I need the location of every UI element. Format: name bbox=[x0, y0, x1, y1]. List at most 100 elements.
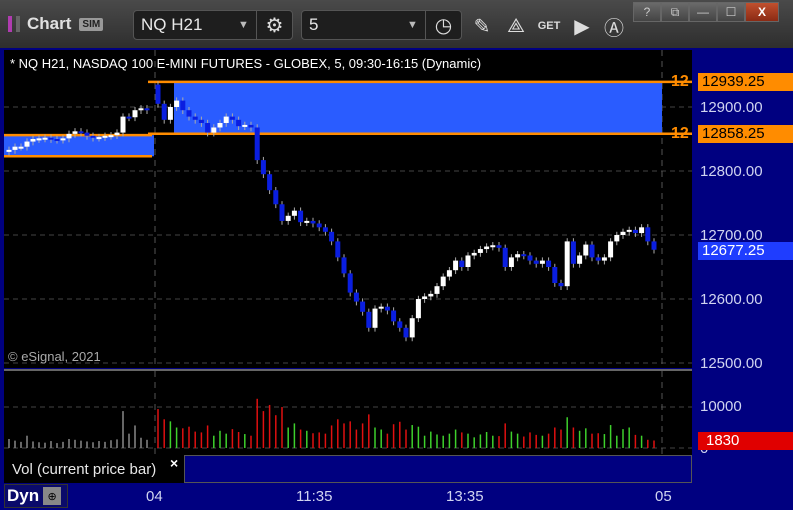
time-tick: 05 bbox=[655, 488, 672, 505]
prior-zone bbox=[4, 135, 154, 157]
candle bbox=[223, 116, 229, 123]
level-price-label: 12939.25 bbox=[698, 73, 793, 91]
interval-input[interactable]: 5 bbox=[309, 15, 319, 34]
candle bbox=[347, 273, 353, 293]
candle bbox=[285, 215, 291, 221]
maximize-button[interactable]: ☐ bbox=[717, 2, 745, 22]
candle bbox=[484, 246, 490, 250]
candle bbox=[279, 204, 285, 221]
candle bbox=[174, 100, 180, 107]
candle bbox=[440, 276, 446, 287]
chevron-down-icon[interactable]: ▼ bbox=[238, 19, 249, 31]
candle bbox=[229, 116, 235, 120]
candle bbox=[248, 124, 254, 128]
candle bbox=[422, 296, 428, 299]
candle bbox=[490, 245, 496, 248]
candle bbox=[384, 306, 390, 311]
candle bbox=[96, 137, 102, 140]
play-icon[interactable]: ▶ bbox=[574, 15, 590, 38]
candle bbox=[242, 124, 248, 127]
candle bbox=[42, 137, 48, 140]
candle bbox=[144, 108, 150, 111]
candle bbox=[84, 132, 90, 136]
minimize-button[interactable]: — bbox=[689, 2, 717, 22]
candle bbox=[533, 260, 539, 264]
candle bbox=[570, 241, 576, 264]
pencil-icon[interactable]: ✎ bbox=[473, 15, 491, 38]
candle bbox=[335, 241, 341, 258]
candle bbox=[329, 231, 335, 242]
candle bbox=[651, 241, 657, 250]
time-tick: 04 bbox=[146, 488, 163, 505]
symbol-combo[interactable]: NQ H21 ▼ ⚙ bbox=[133, 10, 293, 40]
clock-icon[interactable]: ◷ bbox=[425, 11, 461, 39]
candle bbox=[552, 267, 558, 283]
candle bbox=[539, 260, 545, 264]
dyn-label: Dyn bbox=[7, 486, 40, 505]
interval-combo[interactable]: 5 ▼ ◷ bbox=[301, 10, 462, 40]
candle bbox=[391, 310, 397, 322]
candle bbox=[60, 138, 66, 141]
candle bbox=[465, 255, 471, 267]
candle bbox=[192, 116, 198, 120]
close-study-icon[interactable]: × bbox=[170, 455, 179, 471]
candle bbox=[502, 247, 508, 267]
candle bbox=[546, 260, 552, 267]
candle bbox=[298, 210, 304, 223]
volume-legend: Vol (current price bar) bbox=[12, 461, 157, 478]
candle bbox=[595, 257, 601, 261]
layout-button[interactable]: ⧉ bbox=[661, 2, 689, 22]
time-tick: 11:35 bbox=[296, 488, 333, 505]
candle bbox=[291, 210, 297, 216]
volume-pane[interactable] bbox=[4, 371, 692, 455]
link-color-icon[interactable] bbox=[8, 16, 12, 32]
level-marker: 12 bbox=[671, 73, 689, 90]
candle bbox=[120, 116, 126, 133]
candle bbox=[304, 220, 310, 223]
candle bbox=[205, 123, 211, 133]
study-icon[interactable]: ⟁ bbox=[507, 14, 525, 37]
candle bbox=[378, 306, 384, 309]
candle bbox=[72, 131, 78, 134]
dyn-button[interactable]: Dyn ⊕ bbox=[4, 484, 68, 508]
candle bbox=[409, 318, 415, 338]
price-tick: 12800.00 bbox=[700, 163, 763, 180]
candle bbox=[397, 321, 403, 328]
symbol-input[interactable]: NQ H21 bbox=[141, 15, 203, 34]
alert-icon[interactable]: Ⓐ bbox=[604, 17, 624, 40]
candle bbox=[211, 127, 217, 133]
candle bbox=[508, 257, 514, 267]
candle bbox=[138, 108, 144, 111]
chevron-down-icon[interactable]: ▼ bbox=[407, 19, 418, 31]
candle bbox=[12, 146, 18, 150]
candle bbox=[626, 229, 632, 232]
candle bbox=[360, 301, 366, 312]
candle bbox=[48, 137, 54, 140]
candle bbox=[54, 139, 60, 141]
candle bbox=[273, 190, 279, 205]
candle bbox=[310, 220, 316, 224]
app-name: Chart bbox=[27, 14, 72, 33]
study-legend-area bbox=[184, 455, 692, 483]
get-icon[interactable]: GET bbox=[537, 20, 561, 32]
candle bbox=[186, 110, 192, 117]
candle bbox=[620, 231, 626, 235]
lock-icon[interactable]: ⊕ bbox=[43, 487, 62, 505]
candle bbox=[316, 223, 322, 228]
link-color-icon-2[interactable] bbox=[16, 16, 20, 32]
price-tick: 12600.00 bbox=[700, 291, 763, 308]
level-marker: 12 bbox=[671, 125, 689, 142]
candle bbox=[632, 229, 638, 234]
help-button[interactable]: ? bbox=[633, 2, 661, 22]
candle bbox=[589, 244, 595, 258]
candle bbox=[577, 255, 583, 264]
copyright: © eSignal, 2021 bbox=[8, 349, 101, 364]
candle bbox=[515, 254, 521, 258]
candle bbox=[601, 257, 607, 261]
candle bbox=[453, 260, 459, 271]
close-button[interactable]: X bbox=[745, 2, 779, 22]
candle bbox=[18, 146, 24, 149]
pane-divider[interactable] bbox=[4, 369, 692, 371]
settings-gear-icon[interactable]: ⚙ bbox=[256, 11, 292, 39]
